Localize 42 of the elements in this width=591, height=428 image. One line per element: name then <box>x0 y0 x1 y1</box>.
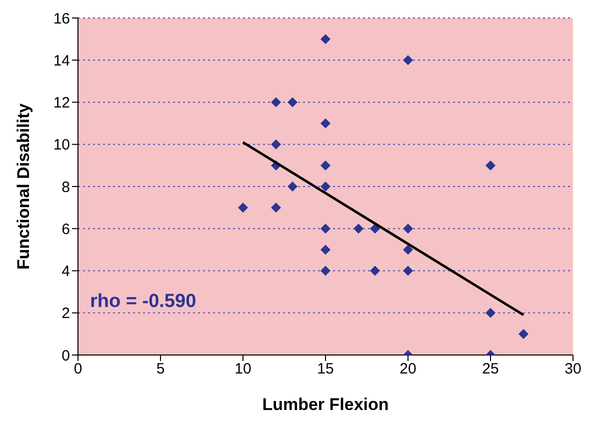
point <box>238 202 248 213</box>
point <box>320 118 330 128</box>
point <box>288 97 298 108</box>
point <box>320 160 330 170</box>
point <box>403 244 413 255</box>
x-tick-label: 25 <box>482 360 499 378</box>
x-axis-title: Lumber Flexion <box>262 395 389 414</box>
y-tick-label: 12 <box>53 94 70 112</box>
y-axis-title: Functional Disability <box>14 102 34 270</box>
y-tick-label: 6 <box>62 220 70 238</box>
point <box>354 224 364 234</box>
point <box>288 182 298 192</box>
point <box>518 328 528 339</box>
point <box>403 55 413 66</box>
y-tick-label: 2 <box>62 305 70 322</box>
x-tick-label: 10 <box>234 360 252 378</box>
y-tick-label: 0 <box>62 347 70 364</box>
point <box>403 224 413 234</box>
point <box>370 266 380 276</box>
point <box>320 34 330 44</box>
x-tick-label: 5 <box>156 360 165 378</box>
point <box>271 139 281 150</box>
y-tick-label: 10 <box>53 136 70 154</box>
point <box>320 224 330 234</box>
point <box>271 202 281 213</box>
point <box>320 266 330 276</box>
x-tick-label: 0 <box>74 360 82 378</box>
y-tick-label: 4 <box>62 263 70 280</box>
annotation: rho = -0.590 <box>90 291 196 313</box>
y-tick-label: 16 <box>53 10 70 28</box>
y-tick-label: 14 <box>53 52 70 70</box>
point <box>486 160 496 170</box>
point <box>486 308 496 318</box>
point <box>320 244 330 255</box>
point <box>320 182 330 192</box>
point <box>370 224 380 234</box>
y-tick-label: 8 <box>62 178 70 196</box>
point <box>403 266 413 276</box>
x-tick-label: 15 <box>317 360 334 378</box>
x-tick-label: 30 <box>564 360 582 378</box>
point <box>271 97 281 108</box>
x-tick-label: 20 <box>400 360 416 378</box>
